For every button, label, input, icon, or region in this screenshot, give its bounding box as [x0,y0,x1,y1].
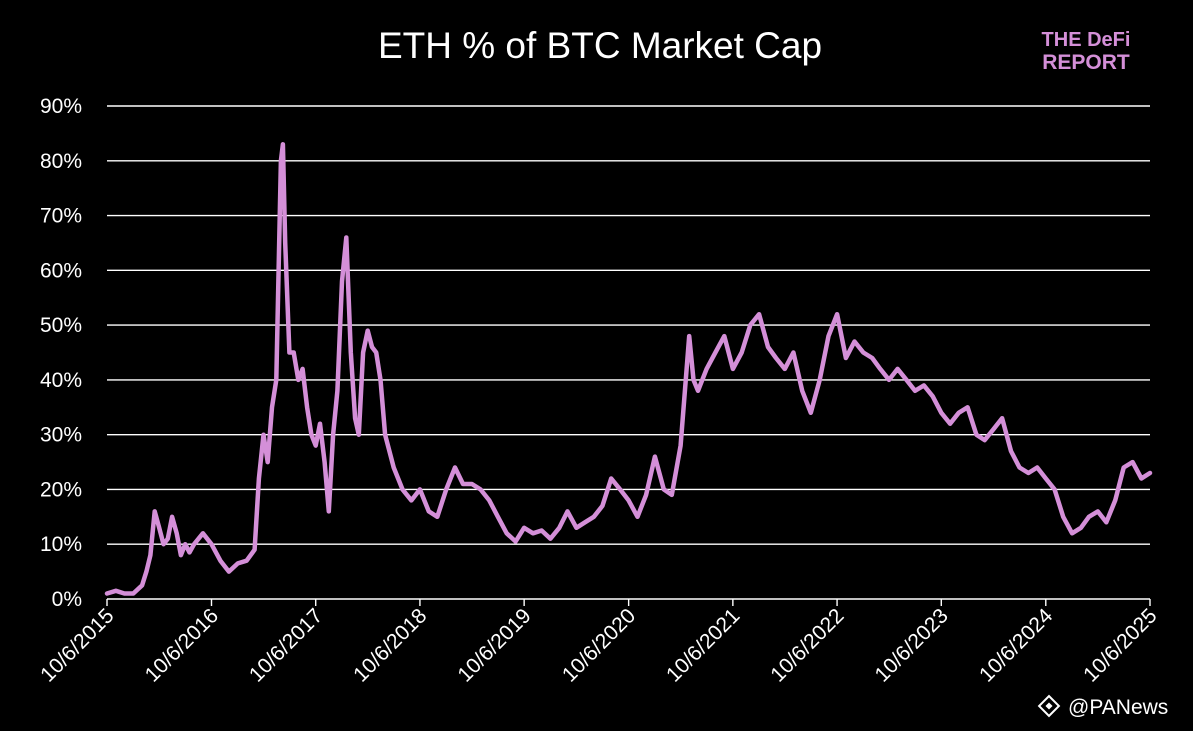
chart-title: ETH % of BTC Market Cap [378,25,822,66]
x-tick-label: 10/6/2015 [36,604,118,686]
y-tick-label: 60% [40,259,82,282]
y-tick-label: 50% [40,314,82,337]
x-tick-label: 10/6/2017 [245,604,327,686]
x-tick-label: 10/6/2022 [766,604,848,686]
y-tick-label: 20% [40,478,82,501]
series-layer [104,142,1153,596]
watermark-text: @PANews [1068,696,1168,719]
y-tick-label: 80% [40,150,82,173]
logo-line-1: THE DeFi [1042,29,1131,51]
y-tick-label: 70% [40,205,82,228]
x-tick-label: 10/6/2018 [349,604,431,686]
series-line [104,142,1153,596]
gridlines [107,105,1150,600]
y-tick-label: 40% [40,369,82,392]
x-tick-label: 10/6/2016 [141,604,223,686]
x-tick-label: 10/6/2023 [870,604,952,686]
x-tick-label: 10/6/2024 [975,604,1058,687]
x-tick-label: 10/6/2019 [453,604,535,686]
x-tick-label: 10/6/2025 [1079,604,1161,686]
y-tick-label: 0% [52,588,82,611]
y-axis-tick-labels: 0% 10% 20% 30% 40% 50% 60% 70% 80% 90% [40,95,82,611]
y-tick-label: 90% [40,95,82,118]
watermark: @PANews [1037,694,1168,719]
y-tick-label: 30% [40,424,82,447]
x-tick-label: 10/6/2021 [662,604,744,686]
x-axis-tick-labels: 10/6/2015 10/6/2016 10/6/2017 10/6/2018 10/6… [36,599,1162,687]
brand-logo: THE DeFi REPORT [1042,29,1131,74]
diamond-logo-icon [1037,694,1061,718]
x-tick-label: 10/6/2020 [558,604,640,686]
y-tick-label: 10% [40,533,82,556]
logo-line-2: REPORT [1042,51,1130,74]
